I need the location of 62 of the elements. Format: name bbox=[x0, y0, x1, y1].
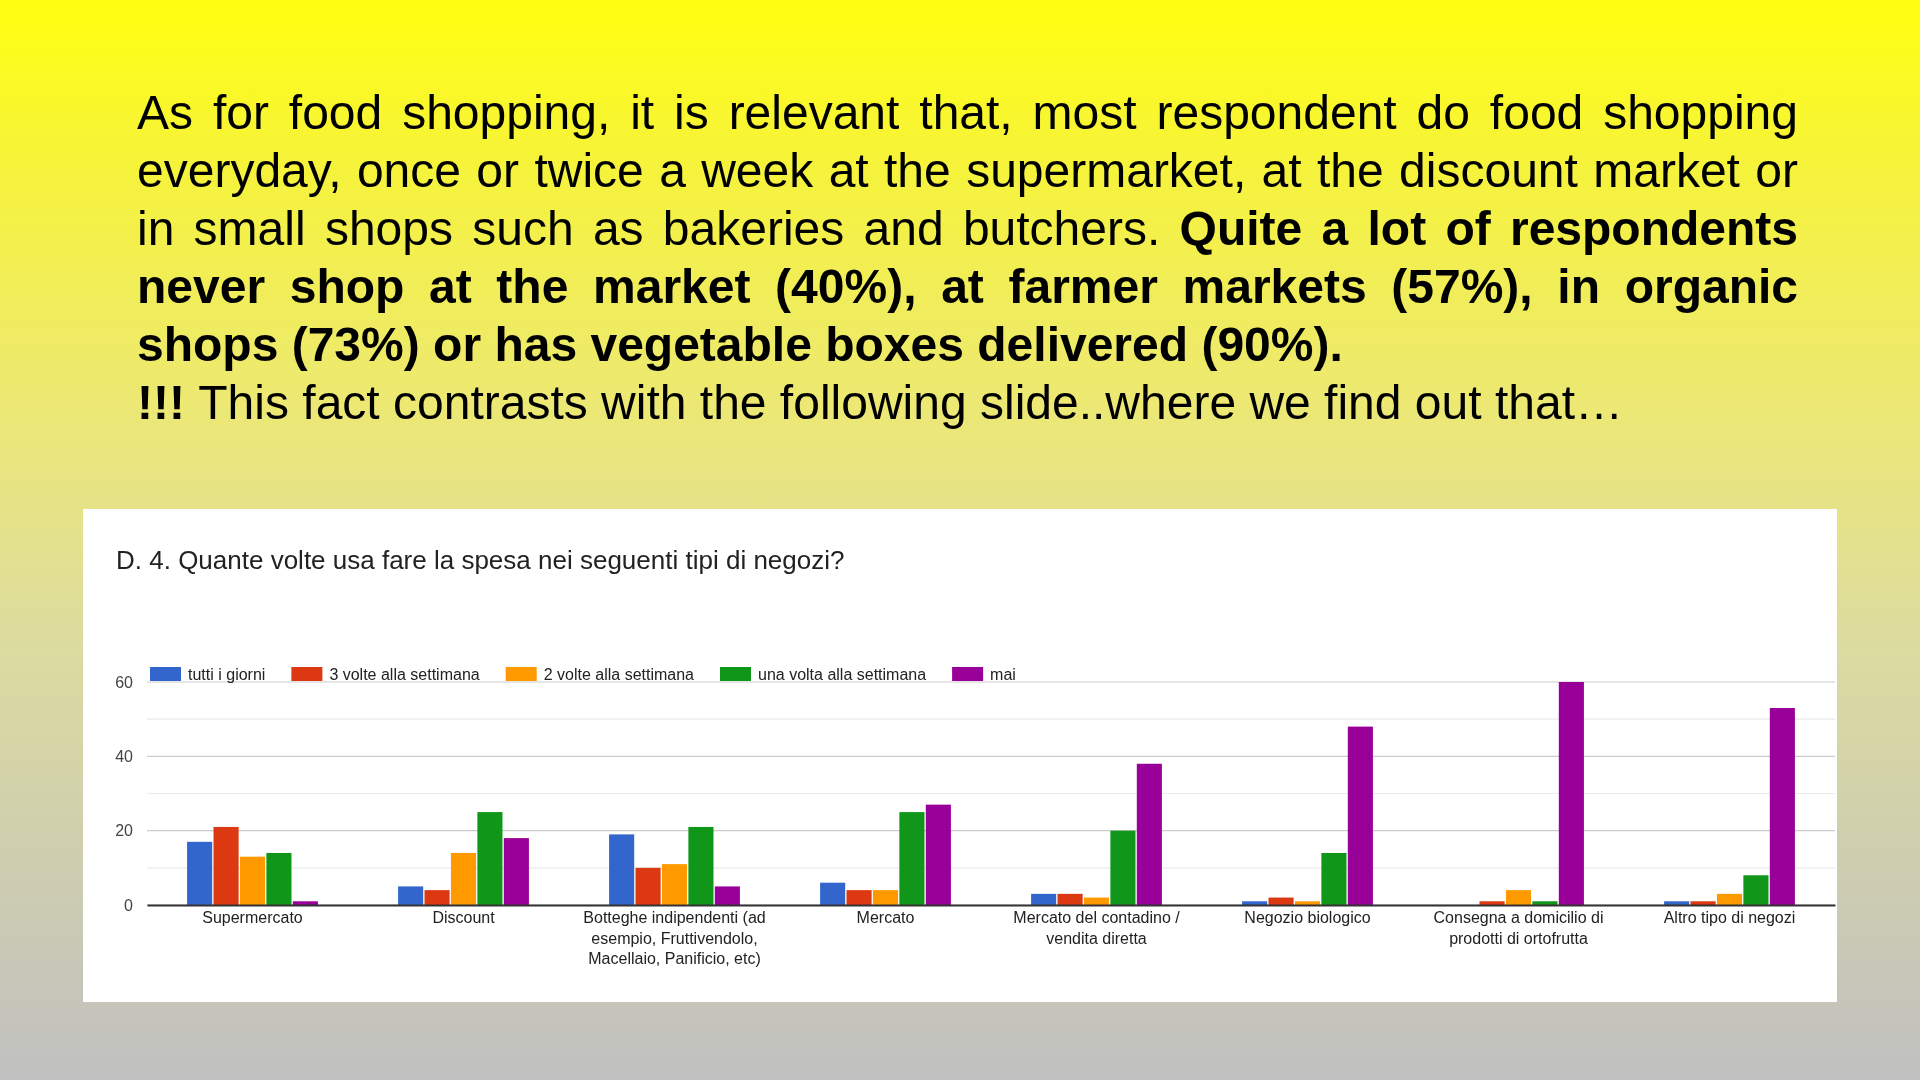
bar bbox=[635, 867, 661, 905]
bar bbox=[477, 812, 503, 905]
bar bbox=[398, 886, 424, 905]
text: !!! bbox=[137, 376, 186, 429]
bar bbox=[1268, 897, 1294, 905]
text: never shop at the market (40%), at farmer markets (57%), in organic shops (73%) or has vegetable boxes delivered (90%). bbox=[137, 260, 1798, 371]
bar bbox=[1294, 901, 1321, 905]
bar bbox=[1505, 890, 1532, 905]
bar bbox=[872, 890, 899, 905]
x-tick-label: Consegna a domicilio di prodotti di ortofrutta bbox=[1433, 909, 1604, 947]
bar bbox=[1136, 763, 1162, 905]
bar bbox=[450, 852, 477, 905]
bar bbox=[1716, 893, 1743, 905]
bar bbox=[1743, 875, 1769, 905]
legend-label: una volta alla settimana bbox=[758, 665, 927, 683]
bar bbox=[503, 838, 529, 905]
bar bbox=[1110, 830, 1136, 905]
bar bbox=[213, 826, 239, 905]
bar bbox=[609, 834, 635, 905]
bar bbox=[1347, 726, 1373, 905]
text: in small shops such as bakeries and butchers. bbox=[137, 202, 1162, 255]
y-tick-label: 40 bbox=[115, 747, 134, 765]
y-tick-label: 20 bbox=[115, 822, 134, 840]
bar bbox=[1479, 901, 1505, 905]
bar bbox=[688, 826, 714, 905]
bar bbox=[1321, 852, 1347, 905]
x-tick-label: Mercato bbox=[856, 909, 915, 927]
legend-label: 2 volte alla settimana bbox=[543, 665, 695, 683]
bar bbox=[266, 852, 292, 905]
x-tick-label: Discount bbox=[432, 909, 496, 927]
y-tick-label: 60 bbox=[115, 673, 134, 691]
bar bbox=[1664, 901, 1690, 905]
legend-label: 3 volte alla settimana bbox=[329, 665, 480, 683]
bar bbox=[925, 804, 951, 905]
legend-label: mai bbox=[990, 665, 1016, 683]
text: This fact contrasts with the following slide..where we find out that… bbox=[198, 376, 1623, 429]
bar bbox=[1558, 682, 1584, 905]
y-tick-label: 0 bbox=[124, 896, 134, 914]
bar bbox=[239, 856, 266, 905]
bar bbox=[1769, 708, 1795, 905]
bar bbox=[714, 886, 740, 905]
x-tick-label: Botteghe indipendenti (ad esempio, Fruttivendolo, Macellaio, Panificio, etc) bbox=[583, 909, 766, 968]
bar bbox=[1083, 897, 1110, 905]
bar bbox=[1242, 901, 1268, 905]
x-tick-label: Negozio biologico bbox=[1244, 909, 1371, 927]
x-tick-label: Altro tipo di negozi bbox=[1663, 909, 1796, 927]
bar bbox=[1690, 901, 1716, 905]
bar bbox=[820, 882, 846, 905]
chart-title: D. 4. Quante volte usa fare la spesa nei seguenti tipi di negozi? bbox=[116, 545, 845, 576]
bar bbox=[1532, 901, 1558, 905]
bar bbox=[1057, 893, 1083, 905]
x-tick-label: Supermercato bbox=[202, 909, 303, 927]
text: Quite a lot of respondents bbox=[1179, 202, 1798, 255]
bar bbox=[292, 901, 318, 905]
bar bbox=[661, 864, 688, 905]
bar bbox=[846, 890, 872, 905]
x-tick-label: Mercato del contadino / vendita diretta bbox=[1013, 909, 1181, 947]
bar bbox=[187, 841, 213, 905]
bar bbox=[1031, 893, 1057, 905]
bar bbox=[424, 890, 450, 905]
legend-label: tutti i giorni bbox=[188, 665, 266, 683]
bar bbox=[899, 812, 925, 905]
